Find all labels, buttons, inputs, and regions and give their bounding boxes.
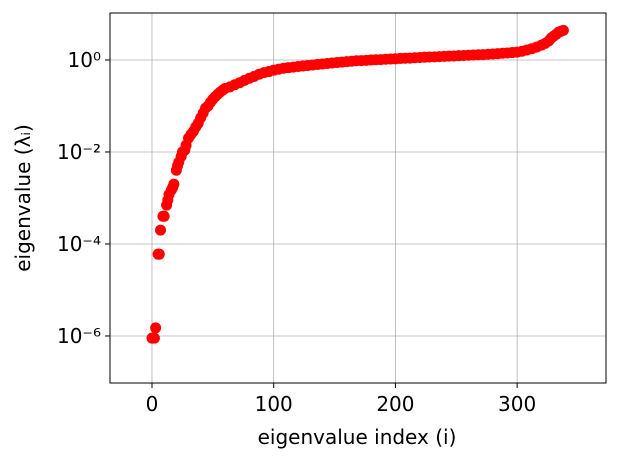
point xyxy=(557,24,569,36)
point xyxy=(155,224,167,236)
plot-frame xyxy=(109,12,607,384)
y-tick-label: 10⁻⁴ xyxy=(57,232,101,256)
x-tick-label: 0 xyxy=(146,392,159,416)
y-tick-label: 10⁻² xyxy=(57,140,101,164)
x-tick-label: 300 xyxy=(498,392,536,416)
point xyxy=(153,248,165,260)
x-axis-label: eigenvalue index (i) xyxy=(258,425,457,449)
y-axis-label: eigenvalue (λᵢ) xyxy=(11,124,35,272)
point xyxy=(168,178,180,190)
y-tick-label: 10⁻⁶ xyxy=(57,324,101,348)
point xyxy=(158,210,170,222)
y-tick-label: 10⁰ xyxy=(68,48,101,72)
point xyxy=(148,332,160,344)
x-tick-label: 100 xyxy=(255,392,293,416)
x-tick-label: 200 xyxy=(376,392,414,416)
point xyxy=(150,322,162,334)
